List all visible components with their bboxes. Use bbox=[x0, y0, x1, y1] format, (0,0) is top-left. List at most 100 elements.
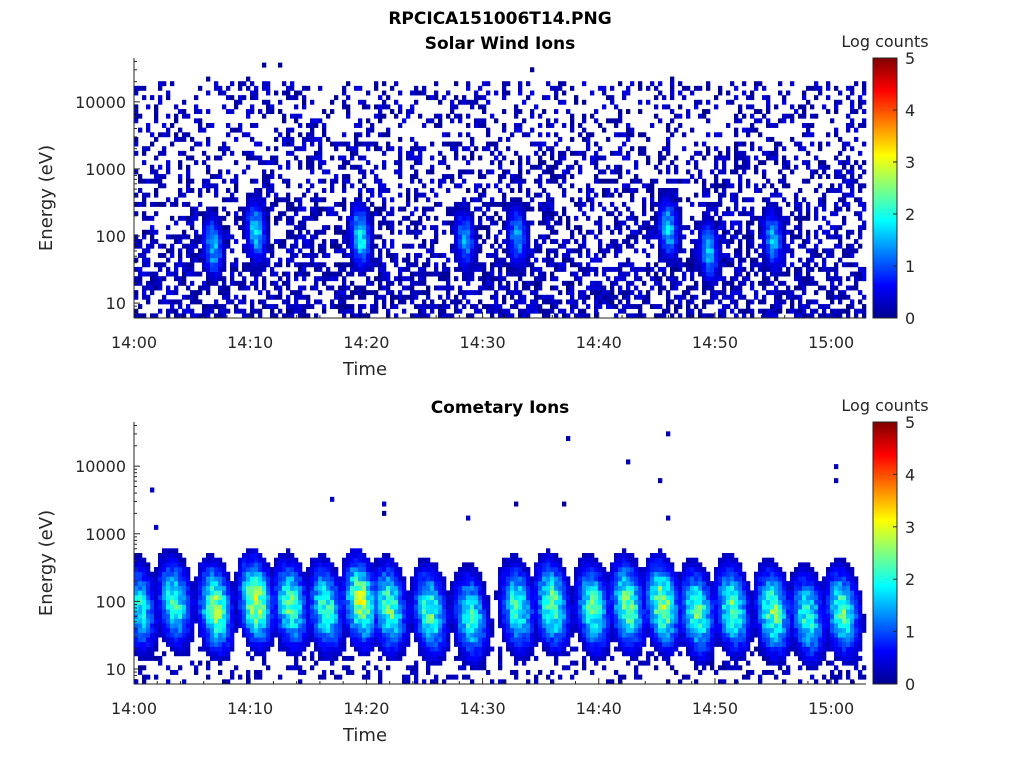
heatmap-cell bbox=[358, 178, 363, 184]
heatmap-cell bbox=[190, 660, 195, 666]
heatmap-cell bbox=[518, 206, 523, 212]
heatmap-cell bbox=[650, 229, 655, 235]
heatmap-cell bbox=[610, 95, 615, 101]
heatmap-cell bbox=[438, 201, 443, 207]
heatmap-cell bbox=[406, 276, 411, 282]
heatmap-cell bbox=[270, 266, 275, 272]
heatmap-cell bbox=[674, 225, 679, 231]
heatmap-cell bbox=[562, 99, 567, 105]
heatmap-cell bbox=[734, 229, 739, 235]
heatmap-cell bbox=[214, 599, 219, 605]
heatmap-cell bbox=[386, 188, 391, 193]
heatmap-cell bbox=[402, 215, 407, 221]
heatmap-cell bbox=[234, 197, 239, 203]
heatmap-cell bbox=[158, 599, 163, 605]
heatmap-cell bbox=[850, 243, 855, 249]
heatmap-cell bbox=[262, 85, 267, 91]
heatmap-cell bbox=[702, 253, 707, 258]
heatmap-cell bbox=[426, 262, 431, 268]
heatmap-cell bbox=[858, 95, 863, 101]
heatmap-cell bbox=[782, 160, 787, 166]
heatmap-cell bbox=[718, 266, 723, 272]
heatmap-cell bbox=[386, 95, 391, 101]
heatmap-cell bbox=[694, 262, 699, 268]
heatmap-cell bbox=[206, 155, 211, 161]
heatmap-cell bbox=[646, 294, 651, 300]
heatmap-cell bbox=[138, 632, 143, 638]
heatmap-cell bbox=[274, 294, 279, 300]
heatmap-cell bbox=[842, 164, 847, 170]
heatmap-cell bbox=[422, 280, 427, 286]
heatmap-cell bbox=[638, 276, 643, 282]
heatmap-cell bbox=[442, 308, 447, 314]
heatmap-cell bbox=[522, 257, 527, 263]
heatmap-cell bbox=[530, 248, 535, 254]
heatmap-cell bbox=[846, 178, 851, 184]
heatmap-cell bbox=[714, 243, 719, 249]
heatmap-cell bbox=[818, 239, 823, 245]
heatmap-cell bbox=[810, 266, 815, 272]
heatmap-cell bbox=[522, 266, 527, 272]
heatmap-cell bbox=[242, 576, 247, 582]
heatmap-cell bbox=[758, 188, 763, 193]
heatmap-cell bbox=[478, 183, 483, 189]
heatmap-cell bbox=[246, 211, 251, 217]
heatmap-cell bbox=[826, 290, 831, 296]
heatmap-cell bbox=[458, 118, 463, 124]
heatmap-cell bbox=[714, 276, 719, 282]
heatmap-cell bbox=[150, 132, 155, 138]
heatmap-cell bbox=[142, 679, 147, 685]
heatmap-cell bbox=[814, 243, 819, 249]
heatmap-cell bbox=[794, 276, 799, 282]
heatmap-cell bbox=[134, 266, 139, 272]
heatmap-cell bbox=[170, 304, 175, 310]
heatmap-cell bbox=[554, 132, 559, 138]
heatmap-cell bbox=[778, 234, 783, 240]
heatmap-cell bbox=[614, 150, 619, 156]
heatmap-cell bbox=[714, 104, 719, 110]
heatmap-cell bbox=[626, 225, 631, 231]
heatmap-cell bbox=[350, 308, 355, 314]
heatmap-cell bbox=[550, 229, 555, 235]
heatmap-cell bbox=[622, 276, 627, 282]
heatmap-cell bbox=[762, 280, 767, 286]
heatmap-cell bbox=[782, 99, 787, 105]
heatmap-cell bbox=[242, 308, 247, 314]
heatmap-cell bbox=[634, 313, 639, 319]
heatmap-cell bbox=[846, 183, 851, 189]
heatmap-cell bbox=[218, 613, 223, 619]
heatmap-cell bbox=[162, 548, 167, 554]
heatmap-cell bbox=[218, 609, 223, 615]
heatmap-cell bbox=[174, 271, 179, 277]
heatmap-cell bbox=[798, 304, 803, 310]
heatmap-cell bbox=[482, 211, 487, 217]
heatmap-cell bbox=[182, 571, 187, 577]
heatmap-cell bbox=[186, 253, 191, 258]
heatmap-cell bbox=[502, 308, 507, 314]
heatmap-cell bbox=[682, 225, 687, 231]
heatmap-cell bbox=[338, 155, 343, 161]
heatmap-cell bbox=[718, 257, 723, 263]
heatmap-cell bbox=[574, 304, 579, 310]
heatmap-cell bbox=[294, 225, 299, 231]
heatmap-cell bbox=[778, 81, 783, 87]
heatmap-cell bbox=[354, 136, 359, 142]
heatmap-cell bbox=[246, 669, 251, 675]
heatmap-cell bbox=[858, 266, 863, 272]
heatmap-cell bbox=[626, 183, 631, 189]
heatmap-cell bbox=[790, 118, 795, 124]
heatmap-cell bbox=[462, 197, 467, 203]
heatmap-cell bbox=[570, 257, 575, 263]
heatmap-cell bbox=[358, 164, 363, 170]
heatmap-cell bbox=[490, 285, 495, 291]
heatmap-cell bbox=[702, 155, 707, 161]
heatmap-cell bbox=[778, 271, 783, 277]
heatmap-cell bbox=[666, 201, 671, 207]
heatmap-cell bbox=[738, 243, 743, 249]
heatmap-cell bbox=[826, 109, 831, 115]
heatmap-cell bbox=[246, 609, 251, 615]
heatmap-cell bbox=[382, 201, 387, 207]
heatmap-cell bbox=[306, 160, 311, 166]
heatmap-cell bbox=[806, 123, 811, 128]
heatmap-cell bbox=[238, 674, 243, 680]
